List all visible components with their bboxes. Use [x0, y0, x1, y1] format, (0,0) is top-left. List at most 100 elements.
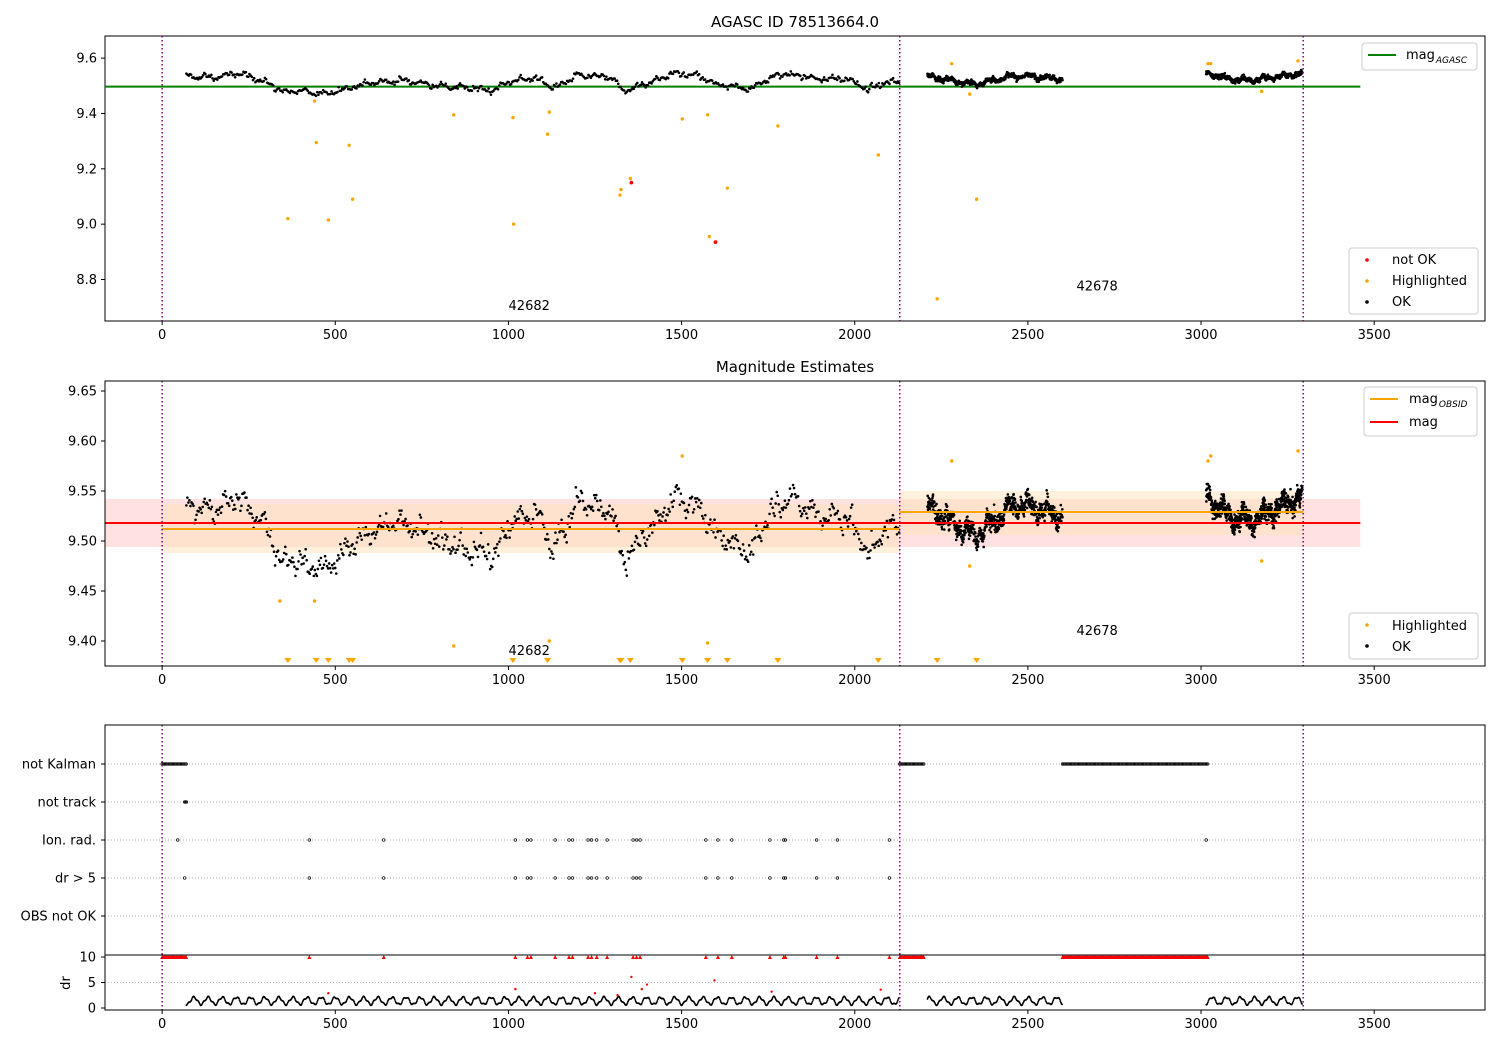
- data-point-ok: [771, 506, 774, 509]
- data-point-ok: [305, 558, 308, 562]
- data-point-ok: [440, 536, 444, 539]
- panel1-axes: 0 500 1000 1500 2000 2500 3000 35008.89.09.29.4…: [76, 52, 1390, 343]
- data-point-ok: [610, 514, 613, 518]
- data-point-ok: [344, 537, 347, 541]
- data-point-ok: [576, 496, 580, 499]
- data-point-ok: [411, 532, 415, 536]
- data-point-ok: [748, 553, 752, 556]
- data-point-ok: [1006, 493, 1010, 496]
- data-point-ok: [297, 560, 300, 563]
- legend-label-highlighted: Highlighted: [1392, 274, 1467, 289]
- data-point-ok: [523, 516, 527, 520]
- data-point-highlighted: [968, 92, 972, 96]
- data-point-ok: [540, 513, 544, 516]
- data-point-ok: [312, 574, 316, 578]
- data-point-ok: [603, 77, 607, 81]
- data-point-ok: [230, 71, 233, 74]
- data-point-ok: [749, 550, 753, 554]
- data-point-ok: [1250, 517, 1253, 520]
- legend-marker-ok: [1365, 300, 1369, 304]
- data-point-ok: [1298, 506, 1302, 509]
- data-point-highlighted: [707, 234, 711, 239]
- data-point-ok: [264, 517, 268, 521]
- dr-capped-marker: [513, 955, 518, 959]
- data-point-ok: [700, 514, 704, 518]
- data-point-ok: [427, 84, 431, 87]
- data-point-ok: [879, 85, 883, 89]
- data-point-ok: [814, 515, 817, 519]
- data-point-ok: [752, 86, 756, 90]
- data-point-ok: [195, 513, 198, 517]
- data-point-ok: [598, 508, 601, 512]
- data-point-ok: [1017, 516, 1020, 519]
- data-point-ok: [673, 490, 677, 494]
- panel2-title: Magnitude Estimates: [716, 358, 874, 376]
- data-point-ok: [303, 554, 306, 558]
- data-point-ok: [803, 506, 807, 509]
- data-point-ok: [555, 541, 558, 545]
- data-point-ok: [238, 496, 241, 499]
- data-point-ok: [438, 83, 442, 86]
- data-point-ok: [801, 77, 804, 80]
- data-point-ok: [453, 535, 456, 539]
- data-point-ok: [606, 512, 609, 516]
- data-point-ok: [400, 509, 403, 512]
- data-point-ok: [462, 84, 465, 88]
- data-point-ok: [591, 509, 595, 512]
- data-point-ok: [551, 552, 554, 556]
- data-point-ok: [487, 551, 491, 555]
- data-point-ok: [799, 74, 802, 78]
- x-tick-label: 1500: [665, 673, 698, 688]
- data-point-ok: [1270, 506, 1273, 510]
- data-point-ok: [877, 544, 880, 548]
- data-point-highlighted: [935, 297, 939, 301]
- data-point-below-axis: [774, 658, 782, 663]
- data-point-ok: [928, 507, 932, 511]
- x-tick-label: 500: [323, 673, 348, 688]
- data-point-ok: [329, 571, 333, 574]
- data-point-ok: [399, 76, 402, 79]
- data-point-ok: [641, 529, 645, 533]
- data-point-ok: [220, 75, 224, 78]
- data-point-ok: [777, 503, 781, 506]
- data-point-ok: [841, 533, 845, 537]
- data-point-ok: [886, 535, 890, 539]
- dr-capped-marker: [605, 955, 610, 959]
- data-point-ok: [817, 510, 820, 513]
- x-tick-label: 1000: [492, 673, 525, 688]
- data-point-ok: [836, 509, 840, 513]
- data-point-ok: [679, 492, 683, 495]
- data-point-ok: [465, 86, 469, 89]
- data-point-ok: [960, 529, 963, 533]
- data-point-ok: [709, 518, 712, 521]
- data-point-ok: [1046, 492, 1049, 495]
- data-point-highlighted: [1206, 61, 1210, 66]
- data-point-ok: [721, 544, 724, 548]
- data-point-ok: [384, 512, 388, 515]
- dr-capped-marker: [814, 955, 819, 959]
- data-point-ok: [1026, 487, 1030, 491]
- data-point-ok: [1233, 533, 1236, 536]
- data-point-ok: [822, 76, 826, 79]
- data-point-ok: [1226, 513, 1230, 517]
- data-point-highlighted: [312, 599, 317, 603]
- data-point-ok: [531, 79, 534, 82]
- data-point-ok: [1030, 496, 1034, 500]
- data-point-ok: [820, 80, 824, 84]
- data-point-ok: [265, 530, 269, 534]
- data-point-ok: [277, 558, 281, 562]
- dr-capped-marker: [631, 955, 636, 959]
- data-point-ok: [1284, 491, 1288, 495]
- data-point-ok: [869, 83, 872, 87]
- dr-point: [415, 1000, 418, 1003]
- data-point-ok: [1037, 80, 1041, 84]
- data-point-ok: [304, 547, 307, 551]
- data-point-ok: [349, 551, 352, 554]
- data-point-highlighted: [618, 193, 622, 197]
- data-point-ok: [719, 529, 722, 533]
- data-point-ok: [301, 556, 304, 560]
- data-point-ok: [1208, 485, 1211, 488]
- data-point-ok: [990, 514, 993, 518]
- data-point-ok: [1219, 515, 1222, 518]
- data-point-ok: [378, 514, 382, 518]
